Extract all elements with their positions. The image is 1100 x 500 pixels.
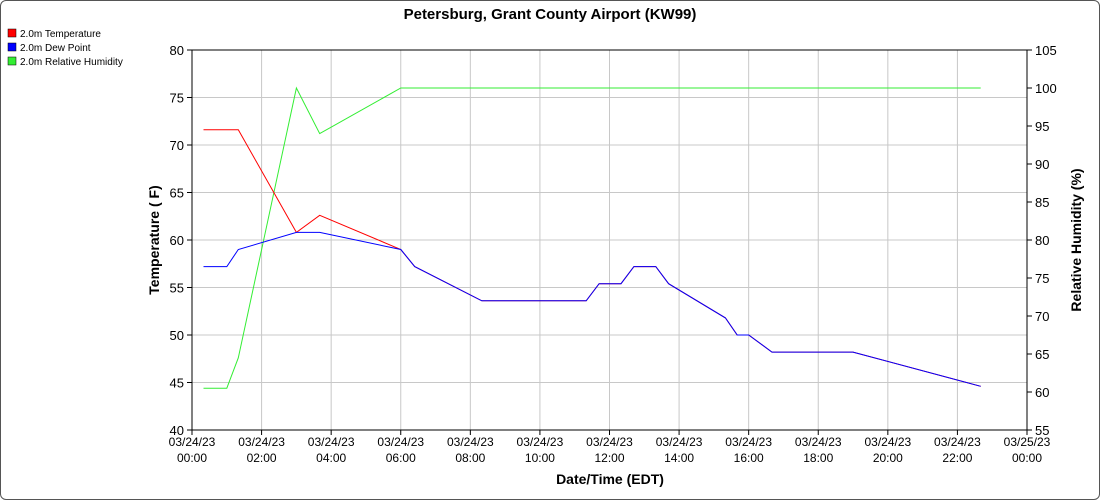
x-tick-date: 03/25/23 xyxy=(1004,435,1051,449)
y-tick-label: 40 xyxy=(170,423,184,438)
x-tick-time: 14:00 xyxy=(664,451,694,465)
legend-label-humidity: 2.0m Relative Humidity xyxy=(20,57,123,68)
legend-label-dew-point: 2.0m Dew Point xyxy=(20,43,91,54)
x-tick-date: 03/24/23 xyxy=(517,435,564,449)
x-tick-time: 00:00 xyxy=(1012,451,1042,465)
x-tick-date: 03/24/23 xyxy=(447,435,494,449)
series xyxy=(203,86,981,389)
y2-axis-title: Relative Humidity (%) xyxy=(1068,168,1084,311)
y-tick-label: 65 xyxy=(170,186,184,201)
grid xyxy=(191,49,1028,431)
series-line-temperature xyxy=(203,129,981,387)
x-tick-date: 03/24/23 xyxy=(934,435,981,449)
x-tick-time: 20:00 xyxy=(873,451,903,465)
x-tick-date: 03/24/23 xyxy=(238,435,285,449)
x-tick-time: 06:00 xyxy=(386,451,416,465)
x-tick-time: 02:00 xyxy=(247,451,277,465)
x-tick-date: 03/24/23 xyxy=(169,435,216,449)
x-tick-date: 03/24/23 xyxy=(725,435,772,449)
legend-swatch-humidity xyxy=(7,56,17,66)
x-tick-time: 16:00 xyxy=(734,451,764,465)
legend-label-temperature: 2.0m Temperature xyxy=(20,29,101,40)
x-axis-title: Date/Time (EDT) xyxy=(556,471,664,487)
y2-tick-label: 85 xyxy=(1035,195,1049,210)
y2-tick-label: 60 xyxy=(1035,385,1049,400)
y-tick-label: 80 xyxy=(170,43,184,58)
x-tick-date: 03/24/23 xyxy=(308,435,355,449)
x-tick-time: 10:00 xyxy=(525,451,555,465)
x-axis: 03/24/23 00:00 03/24/23 02:00 03/24/23 04:00 0… xyxy=(169,430,1051,465)
x-tick-time: 08:00 xyxy=(455,451,485,465)
y2-tick-label: 75 xyxy=(1035,271,1049,286)
y-tick-label: 60 xyxy=(170,233,184,248)
x-tick-date: 03/24/23 xyxy=(864,435,911,449)
y-tick-label: 75 xyxy=(170,91,184,106)
legend: 2.0m Temperature 2.0m Dew Point 2.0m Rel… xyxy=(7,28,123,68)
y2-tick-label: 65 xyxy=(1035,347,1049,362)
y-tick-label: 45 xyxy=(170,376,184,391)
legend-swatch-temperature xyxy=(7,28,17,38)
x-tick-date: 03/24/23 xyxy=(586,435,633,449)
series-line-humidity xyxy=(203,86,981,389)
y-tick-label: 70 xyxy=(170,138,184,153)
series-line-dew-point xyxy=(203,231,981,387)
x-tick-time: 00:00 xyxy=(177,451,207,465)
y2-tick-label: 55 xyxy=(1035,423,1049,438)
left-axis: 40 45 50 55 60 65 70 75 80 xyxy=(170,43,192,438)
y2-tick-label: 90 xyxy=(1035,157,1049,172)
y-axis-title: Temperature ( F) xyxy=(146,185,162,294)
y2-tick-label: 80 xyxy=(1035,233,1049,248)
x-tick-time: 12:00 xyxy=(594,451,624,465)
chart-title: Petersburg, Grant County Airport (KW99) xyxy=(404,6,697,23)
right-axis: 55 60 65 70 75 80 85 90 95 100 105 xyxy=(1027,43,1057,438)
x-tick-date: 03/24/23 xyxy=(656,435,703,449)
x-tick-date: 03/24/23 xyxy=(377,435,424,449)
legend-swatch-dew-point xyxy=(7,42,17,52)
y-tick-label: 55 xyxy=(170,281,184,296)
x-tick-date: 03/24/23 xyxy=(795,435,842,449)
y2-tick-label: 70 xyxy=(1035,309,1049,324)
y2-tick-label: 95 xyxy=(1035,119,1049,134)
y-tick-label: 50 xyxy=(170,328,184,343)
x-tick-time: 18:00 xyxy=(803,451,833,465)
y2-tick-label: 100 xyxy=(1035,81,1057,96)
x-tick-time: 04:00 xyxy=(316,451,346,465)
y2-tick-label: 105 xyxy=(1035,43,1057,58)
x-tick-time: 22:00 xyxy=(942,451,972,465)
